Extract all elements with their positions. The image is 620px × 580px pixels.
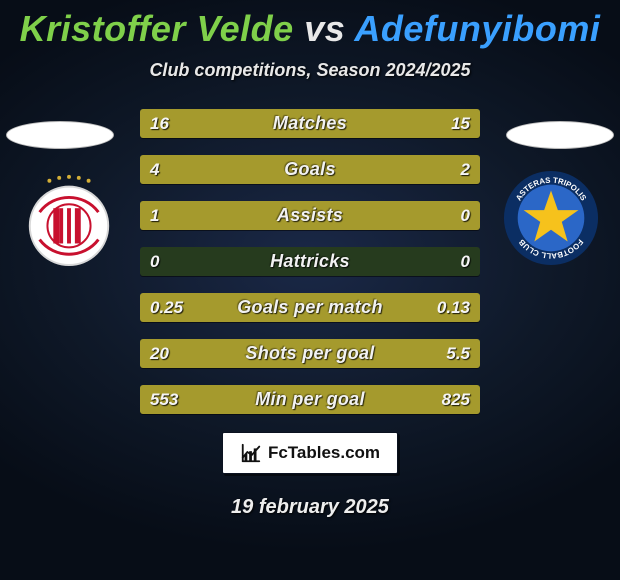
stat-label: Goals (140, 155, 480, 184)
stars-icon (30, 175, 108, 265)
stat-row: 10Assists (140, 201, 480, 230)
comparison-arena: ASTERAS TRIPOLIS FOOTBALL CLUB 1615Match… (0, 109, 620, 429)
stat-row: 205.5Shots per goal (140, 339, 480, 368)
flag-left (6, 121, 114, 149)
brand-text: FcTables.com (268, 443, 380, 463)
stat-label: Goals per match (140, 293, 480, 322)
vs-text: vs (304, 8, 345, 49)
stat-bars: 1615Matches 42Goals 10Assists 00Hattricks 0.… (140, 109, 480, 414)
snapshot-date: 19 february 2025 (0, 496, 620, 519)
stat-row: 553825Min per goal (140, 385, 480, 414)
stat-label: Shots per goal (140, 339, 480, 368)
team-crest-right: ASTERAS TRIPOLIS FOOTBALL CLUB (502, 169, 600, 267)
comparison-title: Kristoffer Velde vs Adefunyibomi (0, 0, 620, 50)
comparison-subtitle: Club competitions, Season 2024/2025 (0, 60, 620, 81)
player-b-name: Adefunyibomi (354, 8, 600, 49)
stat-row: 0.250.13Goals per match (140, 293, 480, 322)
stat-row: 42Goals (140, 155, 480, 184)
flag-right (506, 121, 614, 149)
team-crest-left (20, 169, 118, 267)
chart-icon (240, 442, 262, 464)
stat-row: 1615Matches (140, 109, 480, 138)
stat-label: Hattricks (140, 247, 480, 276)
stat-label: Matches (140, 109, 480, 138)
stat-row: 00Hattricks (140, 247, 480, 276)
player-a-name: Kristoffer Velde (20, 8, 294, 49)
stat-label: Min per goal (140, 385, 480, 414)
brand-badge[interactable]: FcTables.com (222, 432, 398, 474)
stat-label: Assists (140, 201, 480, 230)
